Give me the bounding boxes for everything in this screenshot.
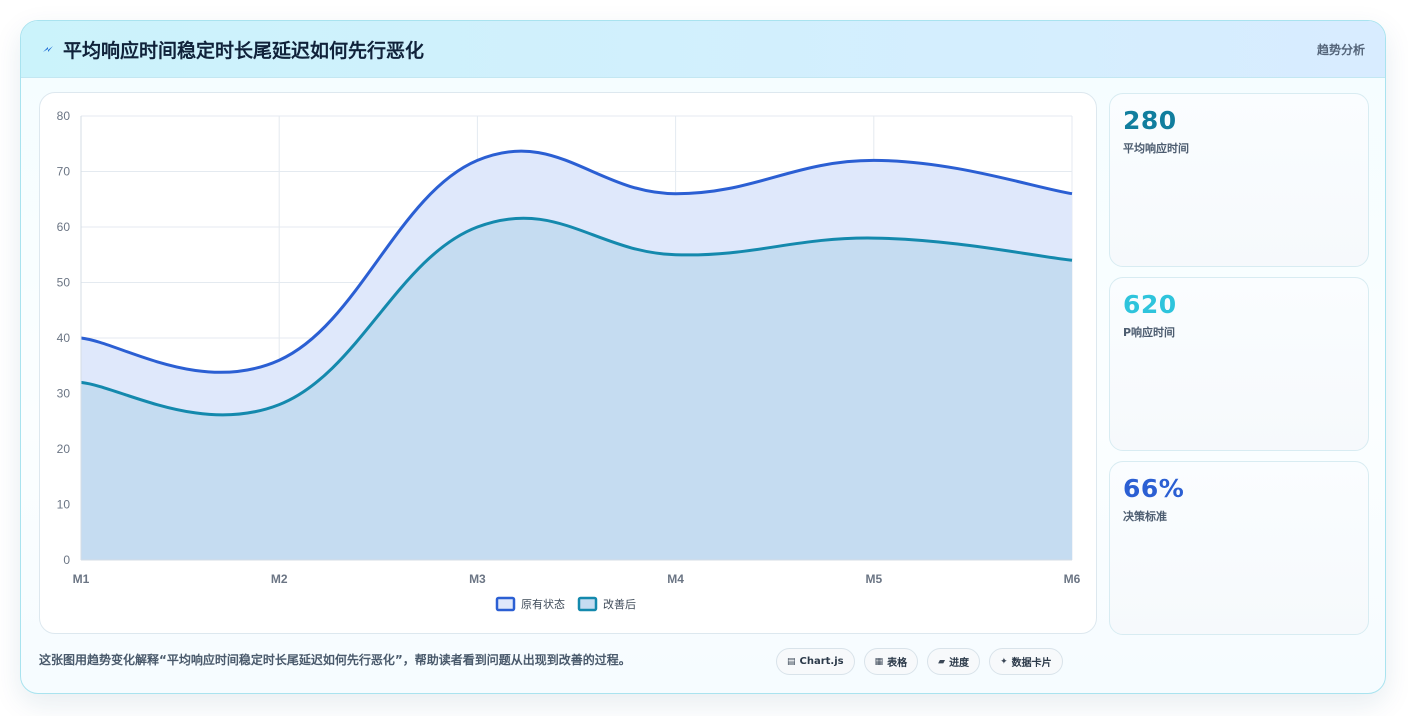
y-tick-label: 10	[57, 498, 71, 512]
page-title: 平均响应时间稳定时长尾延迟如何先行恶化	[63, 40, 425, 62]
chart-caption: 这张图用趋势变化解释“平均响应时间稳定时长尾延迟如何先行恶化”，帮助读者看到问题…	[39, 653, 631, 667]
chart-icon: ▤	[787, 656, 796, 667]
progress-icon: ▰	[938, 656, 946, 667]
area-chart: 0 10 20 30 40 50 60 70 80 M1 M2 M3 M4 M5 M6 原有状态 改善后	[57, 109, 1081, 612]
stat-value: 66%	[1123, 474, 1185, 503]
y-tick-label: 80	[57, 109, 71, 123]
legend-swatch	[577, 596, 598, 612]
chart-panel: 0 10 20 30 40 50 60 70 80 M1 M2 M3 M4 M5 M6 原有状态 改善后	[39, 92, 1097, 634]
y-tick-label: 30	[57, 387, 71, 401]
pill-progress[interactable]: ▰ 进度	[927, 648, 981, 675]
stat-card-decision: 66% 决策标准	[1109, 461, 1369, 635]
pill-chartjs[interactable]: ▤ Chart.js	[776, 648, 855, 675]
x-tick-label: M2	[271, 572, 288, 586]
pill-label: 进度	[949, 658, 970, 669]
series-line-0	[80, 149, 1073, 374]
lightning-icon	[43, 46, 53, 52]
stat-label: P响应时间	[1123, 326, 1176, 339]
x-tick-label: M3	[469, 572, 486, 586]
card-header: 平均响应时间稳定时长尾延迟如何先行恶化 趋势分析	[21, 21, 1385, 78]
pill-label: Chart.js	[799, 656, 844, 667]
stat-label: 平均响应时间	[1123, 142, 1189, 155]
sparkle-icon: ✦	[1000, 656, 1008, 667]
x-tick-label: M4	[667, 572, 684, 586]
y-tick-label: 40	[57, 331, 71, 345]
y-tick-label: 20	[57, 442, 71, 456]
stat-card-p-response: 620 P响应时间	[1109, 277, 1369, 451]
feature-pills: ▤ Chart.js ▦ 表格 ▰ 进度 ✦ 数据卡片	[776, 648, 1063, 678]
stat-value: 620	[1123, 290, 1177, 319]
table-icon: ▦	[874, 656, 884, 667]
x-tick-label: M6	[1064, 572, 1081, 586]
y-tick-label: 70	[57, 165, 71, 179]
series-area-1	[81, 218, 1072, 561]
legend-label: 原有状态	[521, 597, 565, 611]
y-tick-label: 0	[63, 553, 70, 567]
stat-value: 280	[1123, 106, 1177, 135]
y-tick-label: 50	[57, 276, 71, 290]
report-card: 平均响应时间稳定时长尾延迟如何先行恶化 趋势分析 0 10 20 30 40 50 60 70…	[20, 20, 1386, 694]
stat-label: 决策标准	[1123, 510, 1167, 523]
pill-label: 表格	[887, 658, 908, 669]
section-tag: 趋势分析	[1316, 43, 1365, 57]
pill-data-cards[interactable]: ✦ 数据卡片	[989, 648, 1063, 675]
stat-card-avg-response: 280 平均响应时间	[1109, 93, 1369, 267]
series-line-1	[80, 216, 1073, 417]
pill-table[interactable]: ▦ 表格	[863, 648, 919, 675]
legend-label: 改善后	[603, 597, 636, 611]
legend-swatch	[495, 596, 516, 612]
x-tick-label: M5	[865, 572, 882, 586]
x-tick-label: M1	[73, 572, 90, 586]
y-tick-label: 60	[57, 220, 71, 234]
pill-label: 数据卡片	[1011, 658, 1052, 669]
